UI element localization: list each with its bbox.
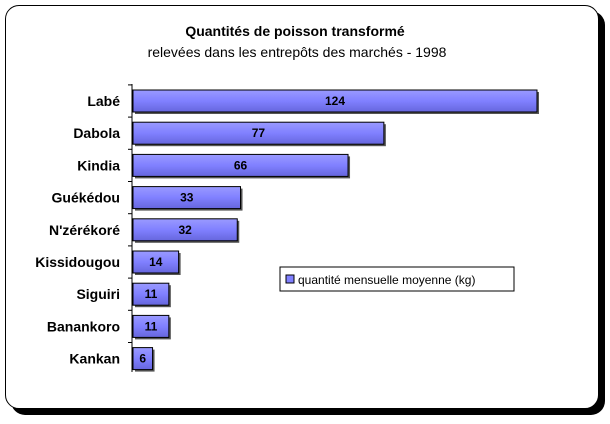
category-label: N'zérékoré (49, 222, 120, 238)
category-label: Guékédou (52, 190, 120, 206)
bars-group: Labé 124 Dabola 77 Kindia 66 Guékédou 33 N'zérék… (35, 84, 539, 372)
bar (132, 314, 170, 338)
category-label: Kankan (69, 351, 120, 367)
category-label: Kindia (77, 157, 120, 173)
legend-swatch (285, 274, 295, 284)
data-label: 11 (145, 287, 158, 301)
bar (132, 347, 154, 371)
bar (132, 218, 238, 242)
bar (132, 282, 170, 306)
legend-label: quantité mensuelle moyenne (kg) (298, 273, 475, 287)
chart-frame (5, 5, 599, 409)
data-label: 11 (145, 319, 158, 333)
bar (132, 186, 242, 210)
chart-subtitle: relevées dans les entrepôts des marchés … (148, 44, 447, 60)
chart-title: Quantités de poisson transformé (185, 23, 405, 39)
bar (132, 250, 180, 274)
data-label: 33 (180, 191, 194, 205)
bar (132, 153, 349, 177)
data-label: 14 (149, 255, 163, 269)
category-label: Dabola (73, 125, 120, 141)
bar (132, 121, 385, 145)
data-label: 66 (234, 158, 248, 172)
data-label: 124 (325, 94, 345, 108)
category-label: Labé (87, 93, 120, 109)
bar (132, 89, 538, 113)
data-label: 77 (252, 126, 266, 140)
category-label: Siguiri (76, 286, 120, 302)
legend: quantité mensuelle moyenne (kg) (279, 266, 515, 292)
category-label: Banankoro (47, 318, 120, 334)
data-label: 6 (139, 352, 146, 366)
legend-box (279, 266, 515, 292)
data-label: 32 (178, 223, 192, 237)
category-label: Kissidougou (35, 254, 120, 270)
